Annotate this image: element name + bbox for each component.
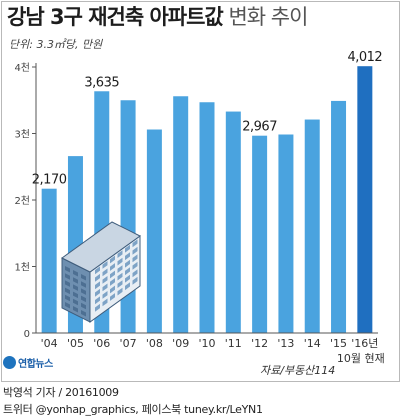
yonhap-logo-icon — [3, 356, 16, 369]
x-tick-label: '14 — [304, 337, 321, 350]
bar — [331, 100, 347, 333]
x-tick-label: '07 — [120, 337, 137, 350]
data-label: 4,012 — [347, 50, 382, 65]
data-label: 2,967 — [242, 120, 277, 135]
x-tick-label: '10 — [198, 337, 215, 350]
y-tick-label: 2천 — [14, 195, 30, 207]
bar-chart: 0 1천 2천 3천 4천 '04 2,170 '05 '06 3,635 '07 '08 '09 '10… — [14, 50, 385, 365]
bar — [173, 96, 189, 333]
y-tick-label: 0 — [24, 329, 30, 340]
x-tick-label: '11 — [225, 337, 242, 350]
bar — [252, 135, 268, 333]
y-tick-label: 1천 — [14, 262, 30, 274]
x-tick-note: 10월 현재 — [337, 352, 385, 365]
x-tick-label: '06 — [93, 337, 110, 350]
x-tick-label: '04 — [41, 337, 58, 350]
apartment-building-icon — [61, 221, 141, 323]
bar — [225, 111, 241, 334]
source-label: 자료/부동산114 — [260, 364, 336, 377]
y-tick-label: 4천 — [14, 62, 30, 74]
logo: 연합뉴스 — [3, 355, 53, 370]
y-tick-label: 3천 — [14, 129, 30, 141]
x-tick-label: '08 — [146, 337, 163, 350]
x-tick-label: '09 — [172, 337, 189, 350]
data-label: 3,635 — [84, 75, 119, 90]
logo-text: 연합뉴스 — [18, 359, 53, 370]
bar — [278, 134, 294, 333]
footer-credit: 박영석 기자 / 20161009 — [3, 386, 119, 399]
footer-social: 트위터 @yonhap_graphics, 페이스북 tuney.kr/LeYN… — [3, 403, 263, 416]
title-light: 변화 추이 — [228, 5, 308, 29]
x-tick-label: '15 — [330, 337, 347, 350]
bar — [199, 102, 215, 334]
x-tick-label: '13 — [277, 337, 294, 350]
x-tick-label: '05 — [67, 337, 84, 350]
x-tick-label: '12 — [251, 337, 268, 350]
bar — [41, 188, 57, 333]
unit-label: 단위: 3.3㎡당, 만원 — [9, 38, 103, 51]
bar — [304, 119, 320, 333]
title-bold: 강남 3구 재건축 아파트값 — [7, 5, 224, 29]
chart-title: 강남 3구 재건축 아파트값 변화 추이 — [7, 3, 308, 31]
bar — [146, 129, 162, 333]
data-label: 2,170 — [32, 173, 67, 188]
bar — [357, 66, 373, 334]
x-tick-label: '16년 — [351, 337, 378, 350]
